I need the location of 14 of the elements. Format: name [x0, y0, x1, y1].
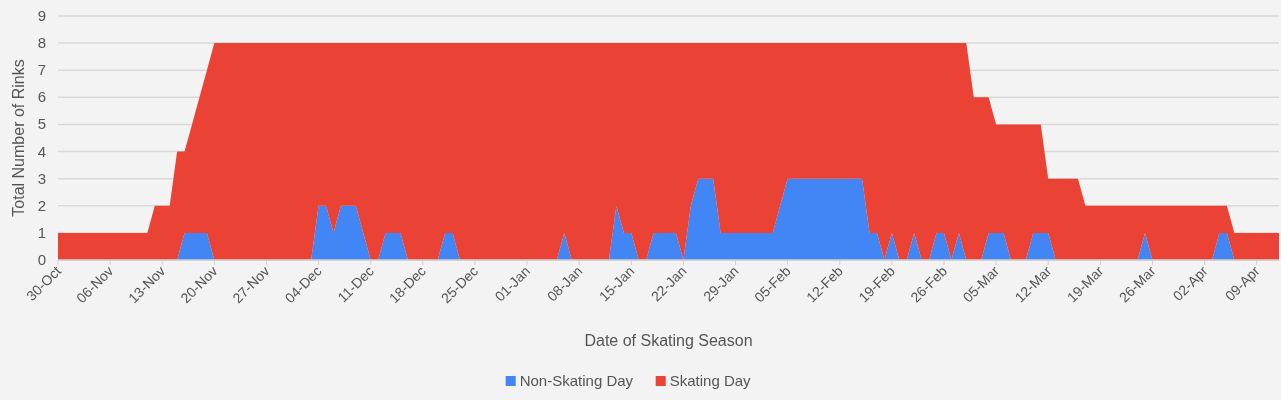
y-tick-label: 8 — [37, 34, 46, 52]
y-axis-title: Total Number of Rinks — [10, 59, 27, 217]
y-tick-label: 5 — [37, 115, 46, 133]
x-axis-title: Date of Skating Season — [584, 332, 753, 349]
y-tick-label: 0 — [37, 251, 46, 268]
y-tick-label: 2 — [37, 196, 46, 214]
y-tick-label: 9 — [37, 7, 46, 24]
y-tick-label: 4 — [37, 142, 46, 160]
y-tick-label: 6 — [37, 88, 46, 106]
legend-label: Skating Day — [669, 372, 752, 389]
y-tick-label: 1 — [37, 223, 46, 241]
y-tick-label: 3 — [37, 169, 46, 187]
legend-label: Non-Skating Day — [519, 372, 634, 389]
y-tick-label: 7 — [37, 61, 46, 79]
